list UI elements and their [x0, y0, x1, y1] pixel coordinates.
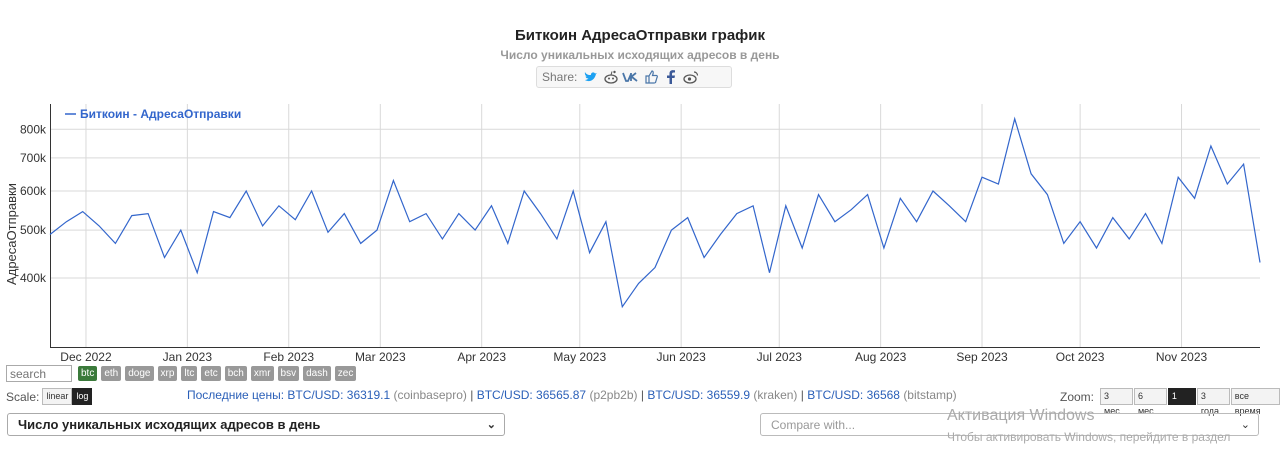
price-value: 36319.1: [346, 388, 391, 402]
weibo-icon[interactable]: [681, 68, 701, 86]
page-title: Биткоин АдресаОтправки график: [514, 27, 766, 44]
x-tick-label: May 2023: [553, 350, 606, 364]
share-label: Share:: [542, 70, 578, 84]
twitter-icon[interactable]: [581, 68, 601, 86]
metric-select[interactable]: Число уникальных исходящих адресов в ден…: [7, 413, 505, 436]
coin-button-bsv[interactable]: bsv: [277, 366, 300, 381]
zoom-6m-button[interactable]: 6 мес.: [1133, 388, 1167, 416]
facebook-icon[interactable]: [661, 68, 681, 86]
coin-button-doge[interactable]: doge: [125, 366, 154, 381]
x-tick-label: Feb 2023: [263, 350, 314, 364]
x-tick-label: Apr 2023: [457, 350, 506, 364]
scale-label: Scale:: [6, 389, 40, 404]
share-bar: Share:: [536, 66, 732, 88]
page-subtitle: Число уникальных исходящих адресов в ден…: [500, 48, 780, 62]
vk-icon[interactable]: [621, 68, 641, 86]
coin-button-zec[interactable]: zec: [334, 366, 357, 381]
reddit-icon[interactable]: [601, 68, 621, 86]
metric-select-value: Число уникальных исходящих адресов в ден…: [18, 417, 321, 432]
compare-select[interactable]: Compare with... ⌄: [760, 413, 1259, 436]
price-value: 36565.87: [536, 388, 587, 402]
price-pair: BTC/USD:: [287, 388, 344, 402]
y-tick-label: 600k: [20, 184, 47, 198]
chevron-down-icon: ⌄: [486, 419, 496, 431]
price-exchange: (p2pb2b): [589, 388, 638, 402]
scale-control: Scale: linear log: [6, 388, 93, 405]
zoom-all-button[interactable]: все время: [1230, 388, 1280, 416]
x-tick-label: Mar 2023: [355, 350, 406, 364]
price-value: 36568: [866, 388, 900, 402]
scale-log-button[interactable]: log: [72, 388, 93, 405]
latest-prices: Последние цены: BTC/USD: 36319.1 (coinba…: [187, 388, 957, 402]
x-tick-label: Jun 2023: [656, 350, 706, 364]
y-tick-label: 500k: [20, 223, 47, 237]
zoom-label: Zoom:: [1060, 389, 1095, 404]
compare-placeholder: Compare with...: [771, 417, 856, 432]
price-exchange: (coinbasepro): [393, 388, 467, 402]
series-line-btc: [49, 116, 1261, 309]
chevron-down-icon: ⌄: [1240, 419, 1250, 431]
windows-watermark-text: Чтобы активировать Windows, перейдите в …: [947, 430, 1231, 444]
coin-button-xrp[interactable]: xrp: [157, 366, 178, 381]
search-input[interactable]: [6, 365, 72, 382]
y-tick-label: 700k: [20, 151, 47, 165]
x-tick-label: Aug 2023: [855, 350, 907, 364]
coin-list: btc eth doge xrp ltc etc bch xmr bsv dash zec: [78, 366, 357, 381]
price-exchange: (bitstamp): [903, 388, 957, 402]
coin-button-xmr[interactable]: xmr: [250, 366, 274, 381]
price-pair: BTC/USD:: [647, 388, 704, 402]
x-tick-label: Jan 2023: [163, 350, 213, 364]
coin-button-eth[interactable]: eth: [101, 366, 122, 381]
x-tick-label: Jul 2023: [757, 350, 803, 364]
price-value: 36559.9: [706, 388, 751, 402]
zoom-3m-button[interactable]: 3 мес.: [1100, 388, 1133, 416]
y-tick-labels: 400k 500k 600k 700k 800k: [20, 122, 47, 285]
scale-linear-button[interactable]: linear: [42, 388, 73, 405]
zoom-control: Zoom: 3 мес. 6 мес. 1 год 3 года все вре…: [1060, 388, 1280, 416]
y-axis-label: АдресаОтправки: [4, 183, 19, 285]
y-tick-label: 800k: [20, 122, 47, 136]
prices-label: Последние цены:: [187, 388, 285, 402]
line-chart: 400k 500k 600k 700k 800k Dec 2022 Jan 2023 Feb…: [4, 104, 1261, 364]
x-tick-label: Dec 2022: [60, 350, 112, 364]
x-tick-label: Oct 2023: [1056, 350, 1105, 364]
coin-button-bch[interactable]: bch: [224, 366, 247, 381]
price-exchange: (kraken): [753, 388, 798, 402]
coin-button-dash[interactable]: dash: [303, 366, 331, 381]
coin-button-etc[interactable]: etc: [201, 366, 221, 381]
windows-watermark-title: Активация Windows: [947, 407, 1095, 424]
x-tick-label: Nov 2023: [1156, 350, 1208, 364]
price-pair: BTC/USD:: [807, 388, 864, 402]
y-tick-label: 400k: [20, 271, 47, 285]
legend[interactable]: Биткоин - АдресаОтправки: [65, 107, 241, 121]
x-tick-label: Sep 2023: [956, 350, 1008, 364]
like-icon[interactable]: [641, 68, 661, 86]
x-tick-labels: Dec 2022 Jan 2023 Feb 2023 Mar 2023 Apr 2023…: [60, 350, 1207, 364]
coin-button-btc[interactable]: btc: [78, 366, 98, 381]
zoom-3y-button[interactable]: 3 года: [1196, 388, 1230, 416]
coin-button-ltc[interactable]: ltc: [181, 366, 198, 381]
chart-grid: [50, 104, 1260, 347]
legend-label: Биткоин - АдресаОтправки: [80, 107, 241, 121]
price-pair: BTC/USD:: [476, 388, 533, 402]
zoom-1y-button[interactable]: 1 год: [1167, 388, 1196, 416]
